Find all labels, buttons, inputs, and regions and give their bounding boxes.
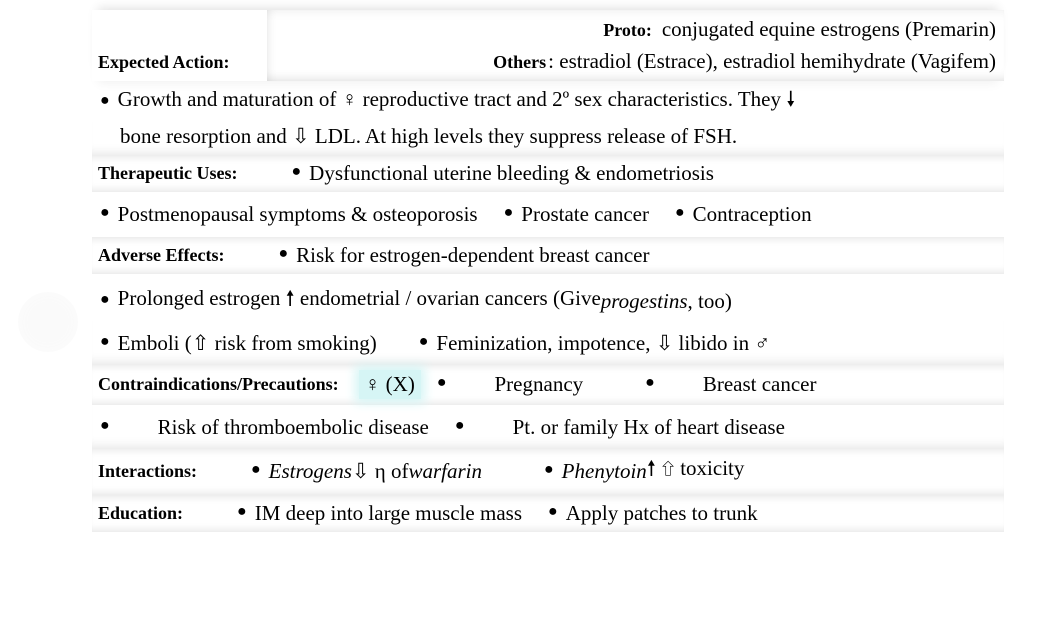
bullet-icon: ● [251,461,261,479]
education-item1: IM deep into large muscle mass [255,501,522,526]
interactions-row: Interactions: ● Estrogens ⇩ η of warfari… [92,448,1004,495]
adverse-row2: ● Prolonged estrogen 🠕 endometrial / ova… [92,274,1004,321]
pregnancy-category-highlight: ♀ (X) [359,370,421,399]
contra-row2: ● Risk of thromboembolic disease ● Pt. o… [92,405,1004,448]
expected-action-text1: Growth and maturation of ♀ reproductive … [118,85,796,120]
bullet-icon: ● [645,374,655,392]
others-label: Others [493,52,546,72]
interactions-item1a: Estrogens [269,459,352,484]
bullet-icon: ● [100,333,110,351]
contra-item2: Breast cancer [703,372,817,397]
bullet-icon: ● [100,291,110,309]
education-item2: Apply patches to trunk [566,501,758,526]
therapeutic-item3: Prostate cancer [521,202,649,227]
adverse-row3: ● Emboli (⇧ risk from smoking) ● Feminiz… [92,321,1004,364]
drug-card: Expected Action: Proto: conjugated equin… [92,10,1004,536]
expected-action-label: Expected Action: [98,52,229,73]
contra-row1: Contraindications/Precautions: ♀ (X) ● P… [92,364,1004,405]
bullet-icon: ● [544,461,554,479]
interactions-label: Interactions: [98,461,197,482]
bullet-icon: ● [504,204,514,222]
adverse-item3: Emboli (⇧ risk from smoking) [118,331,377,356]
adverse-row1: Adverse Effects: ● Risk for estrogen-dep… [92,237,1004,274]
bullet-icon: ● [548,503,558,521]
bullet-icon: ● [675,204,685,222]
expected-action-row1: ● Growth and maturation of ♀ reproductiv… [92,83,1004,122]
education-label: Education: [98,503,183,524]
proto-others-cell: Proto: conjugated equine estrogens (Prem… [267,10,1004,81]
education-row: Education: ● IM deep into large muscle m… [92,495,1004,532]
contra-item1: Pregnancy [495,372,584,397]
bullet-icon: ● [100,204,110,222]
expected-action-cell: Expected Action: [92,10,267,81]
adverse-item2a: Prolonged estrogen 🠕 endometrial / ovari… [118,284,601,319]
interactions-item1c: warfarin [408,459,482,484]
interactions-item2b: 🠕 ⇧ toxicity [647,454,745,489]
adverse-item2-italic: progestins [601,289,688,314]
proto-label: Proto: [603,20,652,40]
bullet-icon: ● [291,163,301,181]
therapeutic-label: Therapeutic Uses: [98,163,237,184]
therapeutic-item4: Contraception [693,202,812,227]
therapeutic-row1: Therapeutic Uses: ● Dysfunctional uterin… [92,155,1004,192]
contra-label: Contraindications/Precautions: [98,374,339,395]
adverse-item1: Risk for estrogen-dependent breast cance… [296,243,649,268]
therapeutic-item2: Postmenopausal symptoms & osteoporosis [118,202,478,227]
others-text: : estradiol (Estrace), estradiol hemihyd… [548,49,996,73]
bullet-icon: ● [455,417,465,435]
therapeutic-row2: ● Postmenopausal symptoms & osteoporosis… [92,192,1004,237]
adverse-item4: Feminization, impotence, ⇩ libido in ♂ [436,331,770,356]
bullet-icon: ● [419,333,429,351]
interactions-item1b: ⇩ η of [352,459,409,484]
interactions-item2a: Phenytoin [562,459,647,484]
card-bottom-shadow [92,532,1004,536]
bullet-icon: ● [437,374,447,392]
adverse-item2b: , too) [688,289,732,314]
adverse-label: Adverse Effects: [98,245,224,266]
proto-text: conjugated equine estrogens (Premarin) [662,17,996,41]
header-box: Expected Action: Proto: conjugated equin… [92,10,1004,81]
contra-item4: Pt. or family Hx of heart disease [513,415,785,440]
expected-action-row2: bone resorption and ⇩ LDL. At high level… [92,122,1004,155]
bullet-icon: ● [278,245,288,263]
expected-action-text2: bone resorption and ⇩ LDL. At high level… [120,124,737,149]
bullet-icon: ● [100,92,110,110]
bullet-icon: ● [237,503,247,521]
bullet-icon: ● [100,417,110,435]
watermark-circle [18,292,78,352]
therapeutic-item1: Dysfunctional uterine bleeding & endomet… [309,161,714,186]
contra-item3: Risk of thromboembolic disease [158,415,429,440]
